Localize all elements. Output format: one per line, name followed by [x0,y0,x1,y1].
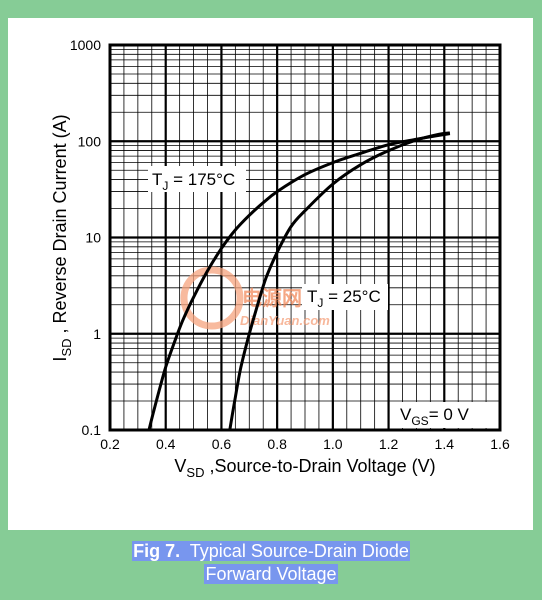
x-tick-label: 0.8 [267,436,287,452]
chart-grid [108,45,502,432]
plot-frame [108,43,502,432]
series-line-25c [228,131,451,431]
series-label-175c: TJ = 175°C [152,170,235,193]
x-tick-labels: 0.2 0.4 0.6 0.8 1.0 1.2 1.4 1.6 [100,436,510,452]
caption-title: Typical Source-Drain Diode [189,541,409,561]
caption-subtitle: Forward Voltage [204,564,338,584]
label-bg [148,166,246,192]
caption-line-1: Fig 7. Typical Source-Drain Diode [0,540,542,563]
y-tick-labels: 0.1 1 10 100 1000 [70,37,101,438]
series-label-25c: TJ = 25°C [307,287,381,310]
y-axis-title: ISD , Reverse Drain Current (A) [50,114,74,361]
caption-figure-number: Fig 7. [133,541,181,561]
vgs-annotation: VGS= 0 V [400,405,470,428]
caption-line-2: Forward Voltage [0,563,542,586]
chart-panel [8,18,533,530]
y-tick-label: 1 [93,326,101,342]
label-bg [302,284,388,310]
y-tick-label: 0.1 [82,422,102,438]
label-bg [394,402,490,428]
x-tick-label: 0.6 [212,436,232,452]
y-tick-label: 10 [85,230,101,246]
x-tick-label: 1.0 [323,436,343,452]
series-layer [147,131,451,431]
x-tick-label: 1.6 [490,436,510,452]
x-tick-label: 0.4 [156,436,176,452]
x-tick-label: 1.2 [379,436,399,452]
watermark-logo-text: 电源网 [242,287,302,310]
y-tick-label: 1000 [70,37,101,53]
figure-caption: Fig 7. Typical Source-Drain Diode Forwar… [0,540,542,586]
watermark-site-text: DianYuan.com [240,313,330,328]
y-tick-label: 100 [78,133,102,149]
x-tick-label: 1.4 [435,436,455,452]
series-line-175c [147,132,451,431]
x-axis-title: VSD ,Source-to-Drain Voltage (V) [174,456,435,480]
x-tick-label: 0.2 [100,436,120,452]
watermark-logo-icon [180,266,244,330]
